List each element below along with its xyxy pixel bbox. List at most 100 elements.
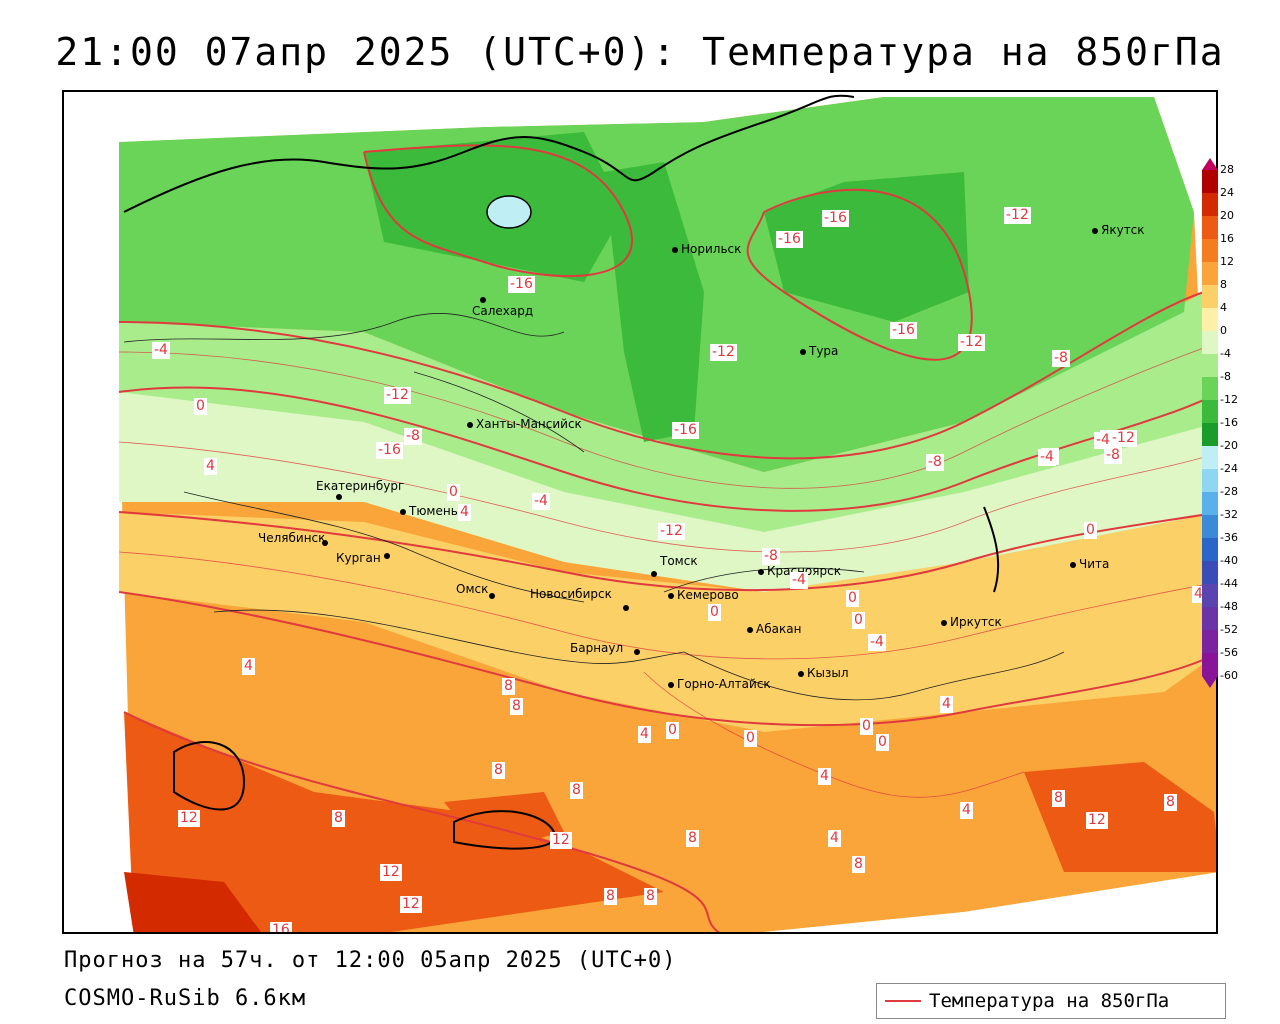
city-dot-icon (747, 626, 753, 633)
color-scale: 28 24 20 16 12 8 4 0 -4 -8 -12 -16 -20 -24 -28 -32 -36 -4… (1200, 158, 1260, 688)
scale-tick-label: 16 (1220, 232, 1234, 245)
scale-tick-label: -16 (1220, 416, 1238, 429)
contour-label: 4 (204, 458, 217, 475)
scale-tick-label: -4 (1220, 347, 1231, 360)
city-marker (322, 535, 331, 549)
scale-band (1202, 308, 1218, 332)
contour-label: 8 (332, 810, 345, 827)
city-marker: Горно-Алтайск (668, 677, 771, 691)
scale-band (1202, 653, 1218, 677)
contour-label: -4 (868, 634, 886, 651)
city-dot-icon (634, 648, 640, 655)
scale-tick-label: -60 (1220, 669, 1238, 682)
contour-label: -16 (776, 231, 803, 248)
scale-band (1202, 630, 1218, 654)
contour-label: 8 (852, 856, 865, 873)
city-dot-icon (400, 508, 406, 515)
scale-tick-label: 28 (1220, 163, 1234, 176)
city-dot-icon (651, 570, 657, 577)
contour-label: 0 (852, 612, 865, 629)
contour-label: -4 (790, 572, 808, 589)
scale-band (1202, 331, 1218, 355)
map-legend: Температура на 850гПа (876, 983, 1226, 1019)
scale-tick-label: -36 (1220, 531, 1238, 544)
contour-label: -12 (1110, 430, 1137, 447)
contour-label: 4 (940, 696, 953, 713)
contour-label: 12 (400, 896, 422, 913)
scale-tick-label: -52 (1220, 623, 1238, 636)
contour-label: 12 (550, 832, 572, 849)
contour-label: 0 (846, 590, 859, 607)
contour-label: -4 (1038, 449, 1056, 466)
contour-label: 8 (570, 782, 583, 799)
contour-label: -8 (762, 548, 780, 565)
city-label: Норильск (681, 242, 742, 256)
scale-band (1202, 239, 1218, 263)
contour-label: 8 (502, 678, 515, 695)
contour-label: 4 (458, 504, 471, 521)
city-dot-icon (480, 296, 486, 303)
scale-tick-label: 0 (1220, 324, 1227, 337)
city-dot-icon (672, 246, 678, 253)
legend-line-swatch (885, 1000, 921, 1002)
city-dot-icon (322, 539, 328, 546)
scale-band (1202, 515, 1218, 539)
city-label: Чита (1079, 557, 1110, 571)
city-marker (489, 588, 498, 602)
city-marker (336, 480, 345, 500)
scale-tick-label: -44 (1220, 577, 1238, 590)
contour-label: 0 (744, 730, 757, 747)
scale-band (1202, 538, 1218, 562)
city-marker: Ханты-Мансийск (467, 417, 582, 431)
scale-top-arrow (1202, 158, 1218, 170)
contour-label: 4 (818, 768, 831, 785)
city-dot-icon (798, 670, 804, 677)
contour-label: -16 (376, 442, 403, 459)
scale-band (1202, 216, 1218, 240)
contour-label: 12 (178, 810, 200, 827)
city-marker (480, 292, 489, 306)
scale-tick-label: 8 (1220, 278, 1227, 291)
city-label: Кемерово (677, 588, 739, 602)
city-dot-icon (489, 592, 495, 599)
city-label: Абакан (756, 622, 802, 636)
city-label-standalone: Томск (660, 554, 698, 568)
city-label-standalone: Барнаул (570, 641, 624, 655)
scale-band (1202, 607, 1218, 631)
scale-bottom-arrow (1202, 676, 1218, 688)
city-marker (634, 644, 643, 658)
contour-label: 8 (510, 698, 523, 715)
contour-label: 0 (1084, 522, 1097, 539)
contour-label: -16 (890, 322, 917, 339)
map-title: 21:00 07апр 2025 (UTC+0): Температура на… (55, 30, 1225, 74)
city-label: Красноярск (767, 564, 841, 578)
contour-label: 4 (242, 658, 255, 675)
contour-label: 8 (644, 888, 657, 905)
contour-label: -16 (822, 210, 849, 227)
contour-label: 0 (666, 722, 679, 739)
legend-label: Температура на 850гПа (929, 990, 1170, 1012)
city-dot-icon (758, 568, 764, 575)
contour-label: 8 (604, 888, 617, 905)
contour-label: -8 (926, 454, 944, 471)
contour-label: 0 (876, 734, 889, 751)
contour-label: -16 (508, 276, 535, 293)
scale-band (1202, 561, 1218, 585)
city-marker: Тура (800, 344, 838, 358)
temperature-map: Норильск Якутск Салехард Тура Ханты-Манс… (62, 90, 1218, 934)
scale-band (1202, 262, 1218, 286)
scale-band (1202, 170, 1218, 194)
contour-label: -12 (1004, 207, 1031, 224)
city-dot-icon (467, 421, 473, 428)
city-label: Ханты-Мансийск (476, 417, 582, 431)
city-marker: Абакан (747, 622, 801, 636)
city-dot-icon (1070, 561, 1076, 568)
city-label-standalone: Новосибирск (530, 587, 612, 601)
contour-label: 8 (686, 830, 699, 847)
city-marker: Красноярск (758, 564, 841, 578)
contour-label: 8 (492, 762, 505, 779)
contour-label: -16 (672, 422, 699, 439)
scale-band (1202, 285, 1218, 309)
model-name: COSMO-RuSib 6.6км (64, 986, 307, 1011)
city-label: Кызыл (807, 666, 849, 680)
